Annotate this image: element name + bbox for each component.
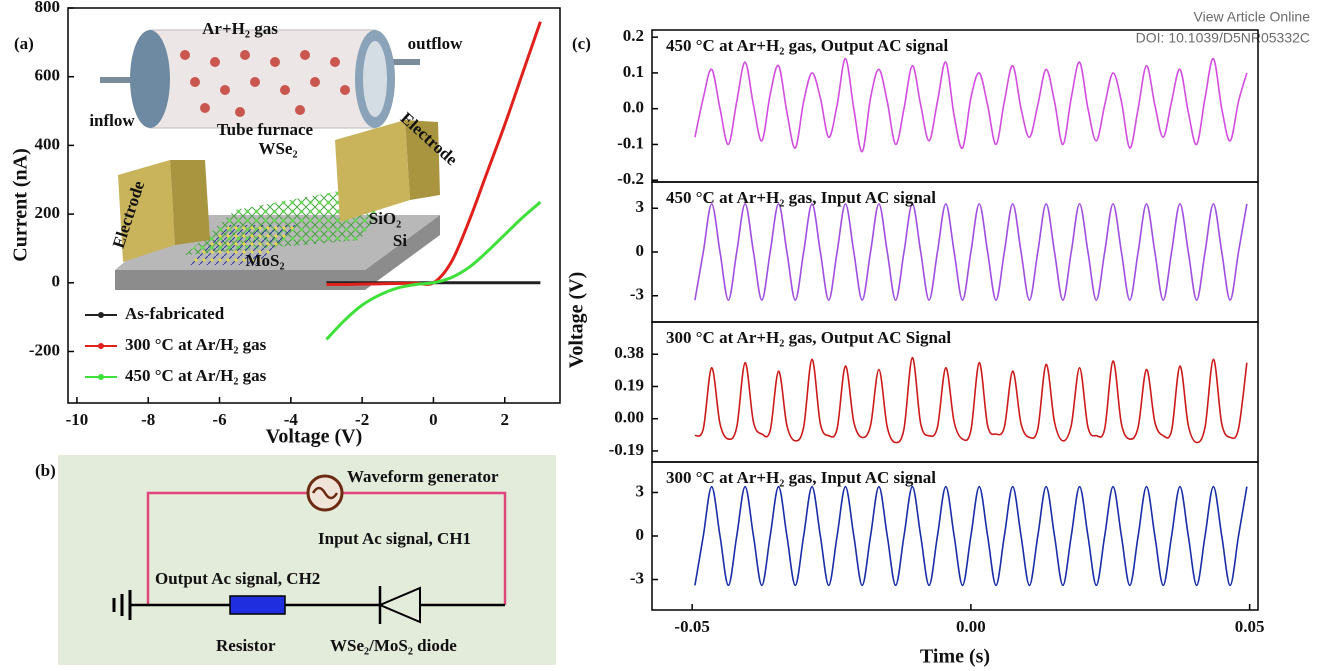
data-line <box>695 487 1247 586</box>
y-axis-label: Current (nA) <box>10 148 32 262</box>
x-tick-label: 0 <box>429 410 438 429</box>
y-tick-label: 0.00 <box>614 408 644 427</box>
annotation: inflow <box>89 111 135 130</box>
y-tick-label: 0.19 <box>614 375 644 394</box>
y-tick-label: 800 <box>35 0 61 16</box>
annotation: Si <box>393 231 407 250</box>
x-tick-label: 0.05 <box>1235 617 1265 636</box>
y-tick-label: 3 <box>636 197 645 216</box>
figure: View Article Online DOI: 10.1039/D5NR053… <box>0 0 1323 671</box>
y-tick-label: -3 <box>630 285 644 304</box>
data-line <box>695 204 1247 300</box>
y-tick-label: -200 <box>29 340 60 359</box>
legend-swatch <box>98 343 104 349</box>
annotation: SiO₂ <box>369 209 402 228</box>
legend-label: As-fabricated <box>125 304 225 323</box>
annotation: Tube furnace <box>217 120 314 139</box>
legend-label: 450 °C at Ar/H₂ gas <box>125 366 267 385</box>
x-tick-label: 0.00 <box>956 617 986 636</box>
y-tick-label: -0.2 <box>617 169 644 188</box>
y-tick-label: -0.19 <box>609 440 644 459</box>
data-line <box>695 59 1247 152</box>
circuit-label: Output Ac signal, CH2 <box>155 569 320 588</box>
y-tick-label: 3 <box>636 481 645 500</box>
x-axis-label: Voltage (V) <box>266 426 362 448</box>
panel-label: (c) <box>572 34 591 53</box>
annotation: WSe₂ <box>258 139 297 158</box>
legend-swatch <box>98 312 104 318</box>
circuit-label: Input Ac signal, CH1 <box>318 529 471 548</box>
y-tick-label: -0.1 <box>617 133 644 152</box>
y-tick-label: 0 <box>52 272 61 291</box>
y-tick-label: 200 <box>35 203 61 222</box>
annotation: outflow <box>408 34 464 53</box>
y-tick-label: 0.2 <box>623 26 644 45</box>
doi: DOI: 10.1039/D5NR05332C <box>1136 30 1310 46</box>
x-tick-label: 2 <box>500 410 509 429</box>
y-tick-label: -3 <box>630 568 644 587</box>
y-tick-label: 0.1 <box>623 62 644 81</box>
y-tick-label: 0 <box>636 241 645 260</box>
view-article-link[interactable]: View Article Online <box>1194 9 1311 25</box>
y-tick-label: 0.0 <box>623 98 644 117</box>
y-tick-label: 0.38 <box>614 343 644 362</box>
panel-label: (a) <box>14 34 34 53</box>
x-tick-label: -0.05 <box>674 617 709 636</box>
y-axis-label: Voltage (V) <box>566 272 588 368</box>
x-tick-label: -6 <box>212 410 226 429</box>
subplot-title: 300 °C at Ar+H₂ gas, Output AC Signal <box>666 328 951 347</box>
subplot-title: 450 °C at Ar+H₂ gas, Input AC signal <box>666 188 936 207</box>
circuit-label: WSe₂/MoS₂ diode <box>330 636 457 655</box>
subplot-title: 300 °C at Ar+H₂ gas, Input AC signal <box>666 468 936 487</box>
legend-label: 300 °C at Ar/H₂ gas <box>125 335 267 354</box>
y-tick-label: 400 <box>35 134 61 153</box>
circuit-diagram <box>58 455 556 665</box>
x-tick-label: -8 <box>141 410 155 429</box>
x-axis-label: Time (s) <box>920 646 990 668</box>
data-line <box>695 358 1247 443</box>
subplot-title: 450 °C at Ar+H₂ gas, Output AC signal <box>666 36 949 55</box>
x-tick-label: -10 <box>66 410 89 429</box>
circuit-label: Waveform generator <box>347 467 499 486</box>
circuit-label: Resistor <box>216 636 276 655</box>
panel-label: (b) <box>35 461 56 480</box>
legend-swatch <box>98 374 104 380</box>
annotation: Ar+H₂ gas <box>202 19 278 38</box>
y-tick-label: 600 <box>35 66 61 85</box>
y-tick-label: 0 <box>636 525 645 544</box>
annotation: MoS₂ <box>245 251 284 270</box>
